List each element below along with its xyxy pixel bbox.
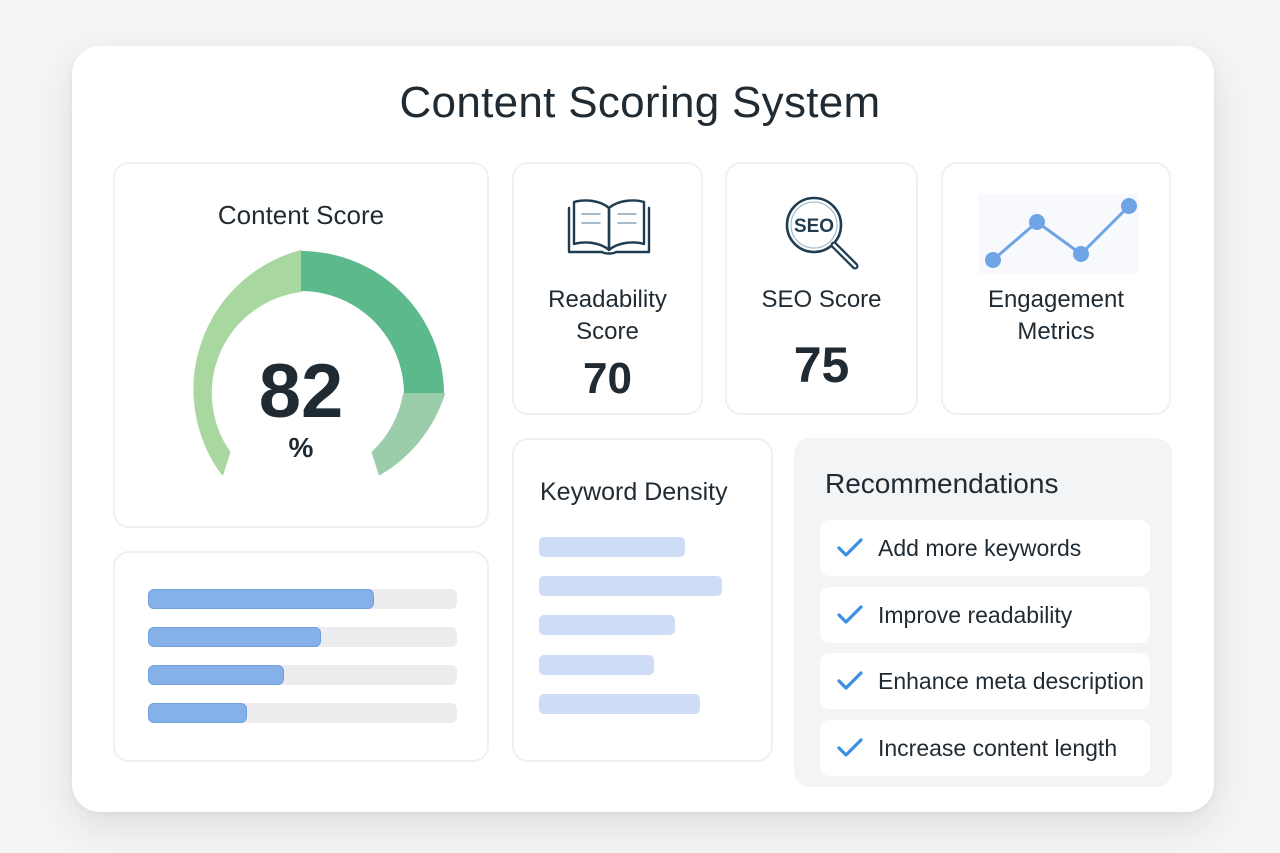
engagement-card: Engagement Metrics — [941, 162, 1171, 415]
checkmark-icon — [837, 671, 863, 690]
keyword-density-bar — [539, 655, 654, 675]
content-score-unit: % — [288, 432, 314, 463]
recommendation-item[interactable]: Enhance meta description — [820, 653, 1150, 709]
recommendations-label: Recommendations — [825, 468, 1059, 499]
readability-value: 70 — [583, 354, 632, 403]
keyword-density-bar — [539, 694, 700, 714]
readability-label-line2: Score — [576, 318, 639, 345]
recommendation-label: Improve readability — [878, 602, 1073, 628]
recommendation-item[interactable]: Increase content length — [820, 720, 1150, 776]
score-bar-fill — [148, 589, 374, 609]
score-bar-track — [148, 665, 457, 685]
recommendation-label: Add more keywords — [878, 535, 1082, 561]
seo-magnifier-icon: SEO — [785, 196, 859, 270]
seo-card: SEO SEO Score 75 — [725, 162, 918, 415]
recommendation-item[interactable]: Add more keywords — [820, 520, 1150, 576]
recommendation-label: Increase content length — [878, 735, 1118, 761]
score-gauge — [193, 250, 445, 476]
gauge-segment-top-right — [301, 251, 444, 394]
line-chart-icon — [979, 194, 1139, 274]
content-score-value: 82 — [258, 349, 344, 434]
checkmark-icon — [837, 738, 863, 757]
recommendation-item[interactable]: Improve readability — [820, 587, 1150, 643]
readability-card: Readability Score 70 — [512, 162, 703, 415]
score-bar-track — [148, 627, 457, 647]
readability-label-line1: Readability — [548, 286, 667, 313]
checkmark-icon — [837, 605, 863, 624]
open-book-icon — [567, 199, 651, 255]
engagement-label-line2: Metrics — [1017, 318, 1095, 345]
seo-label: SEO Score — [761, 286, 882, 313]
content-score-card: Content Score 82 % — [113, 162, 489, 528]
seo-value: 75 — [793, 337, 850, 393]
content-score-label: Content Score — [217, 200, 385, 230]
score-bar-fill — [148, 627, 322, 647]
keyword-density-bar — [539, 537, 685, 557]
score-bars-card — [113, 551, 489, 762]
recommendation-label: Enhance meta description — [878, 668, 1144, 694]
keyword-density-bar — [539, 615, 675, 635]
engagement-label-line1: Engagement — [987, 286, 1125, 313]
keyword-density-bar — [539, 576, 722, 596]
score-bar-track — [148, 703, 457, 723]
gauge-segment-bottom-right — [371, 393, 445, 476]
keyword-density-label: Keyword Density — [540, 478, 728, 506]
checkmark-icon — [837, 538, 863, 557]
score-bar-fill — [148, 703, 247, 723]
score-bar-fill — [148, 665, 284, 685]
score-bar-track — [148, 589, 457, 609]
page-title: Content Scoring System — [399, 78, 881, 127]
svg-text:SEO: SEO — [794, 216, 834, 237]
